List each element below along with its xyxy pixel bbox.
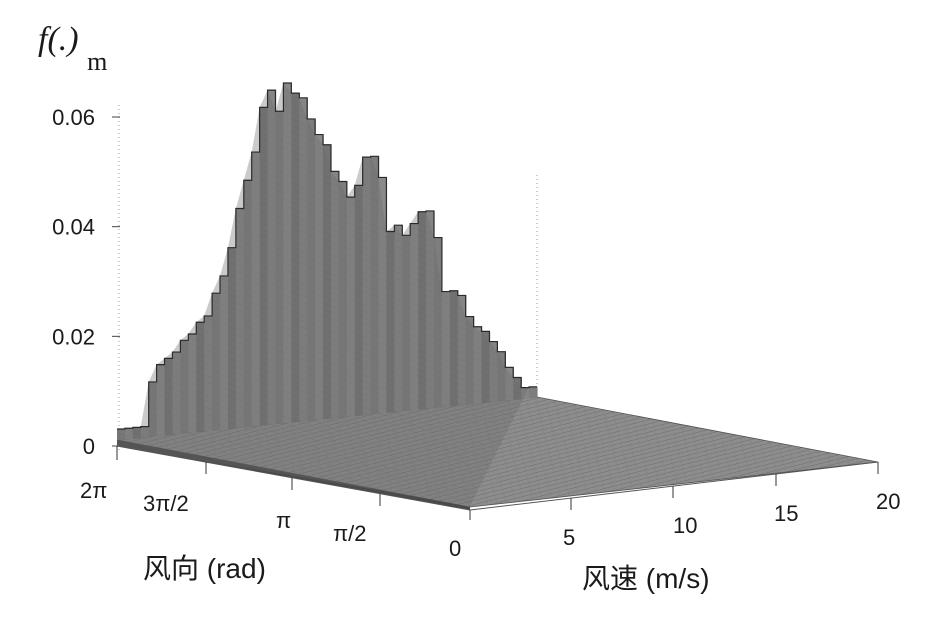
dir-tick-3pi2: 3π/2 xyxy=(143,491,189,516)
histogram-profile xyxy=(117,82,538,506)
dir-tick-0: 0 xyxy=(449,536,461,561)
speed-tick-10: 10 xyxy=(673,513,697,538)
speed-tick-5: 5 xyxy=(563,525,575,550)
z-tick-label: 0.02 xyxy=(52,324,95,349)
histogram-bar xyxy=(529,386,538,398)
speed-tick-20: 20 xyxy=(876,489,900,514)
dir-tick-pi2: π/2 xyxy=(333,521,367,546)
histogram-outline xyxy=(117,82,537,430)
direction-axis xyxy=(116,445,471,520)
z-tick-label: 0 xyxy=(83,434,95,459)
dir-tick-2pi: 2π xyxy=(80,478,107,503)
z-axis-label: f(.) m xyxy=(38,21,107,76)
speed-axis xyxy=(469,461,879,511)
z-axis-label-main: f(.) xyxy=(38,21,79,58)
z-tick-label: 0.06 xyxy=(52,105,95,130)
z-axis-label-sub: m xyxy=(87,47,107,76)
dir-tick-pi: π xyxy=(276,508,291,533)
direction-axis-title: 风向 (rad) xyxy=(143,553,266,584)
z-tick-label: 0.04 xyxy=(52,215,95,240)
z-axis-ticks: 0 0.02 0.04 0.06 xyxy=(52,105,120,459)
speed-axis-title: 风速 (m/s) xyxy=(582,563,710,594)
speed-tick-15: 15 xyxy=(774,501,798,526)
histogram-depth-shade xyxy=(117,82,530,506)
